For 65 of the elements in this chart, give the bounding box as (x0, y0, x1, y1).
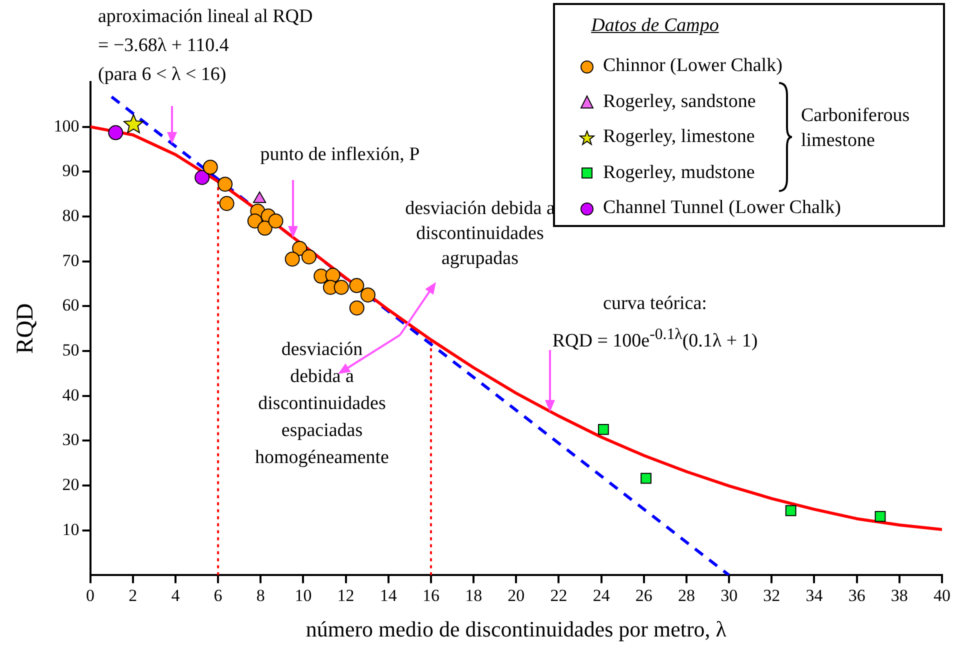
x-tick-label: 28 (678, 586, 695, 605)
point (360, 287, 376, 302)
x-tick-label: 34 (806, 586, 824, 605)
point (325, 268, 340, 283)
y-tick-label: 100 (54, 116, 80, 136)
x-tick-label: 30 (720, 586, 738, 605)
x-axis-title: número medio de discontinuidades por metro, λ (306, 616, 727, 642)
legend-label: Rogerley, sandstone (602, 90, 756, 112)
legend-label: Rogerley, limestone (602, 126, 755, 148)
x-tick-label: 32 (763, 586, 780, 605)
y-tick-label: 50 (62, 340, 80, 360)
annotation: curva teórica: RQD = 100e$^{-0.1λ}$(0.1λ + 1) (552, 292, 758, 354)
x-tick-label: 38 (890, 586, 908, 605)
y-tick-label: 70 (62, 250, 80, 270)
point (284, 252, 300, 267)
y-tick-label: 20 (62, 474, 80, 494)
x-tick-label: 4 (171, 586, 180, 605)
x-tick-label: 16 (422, 586, 440, 605)
point (218, 176, 233, 192)
annotation: punto de inflexión, P (260, 143, 420, 167)
x-tick-label: 2 (128, 586, 138, 605)
point (194, 170, 210, 185)
point (874, 511, 886, 522)
x-tick-label: 22 (550, 586, 568, 605)
point (268, 213, 284, 228)
point (108, 125, 124, 140)
y-tick-label: 10 (62, 520, 80, 539)
y-tick-label: 80 (62, 206, 80, 225)
x-tick-label: 26 (635, 586, 652, 605)
legend-label: Rogerley, mudstone (602, 162, 755, 184)
y-tick-label: 90 (62, 161, 80, 180)
point (334, 280, 349, 295)
point (219, 196, 234, 212)
y-tick-label: 30 (62, 430, 80, 450)
y-tick-label: 40 (62, 385, 80, 404)
point (349, 278, 364, 294)
point (598, 424, 609, 435)
legend-label: Channel Tunnel (Lower Chalk) (602, 197, 842, 219)
point (640, 472, 652, 484)
x-tick-label: 36 (848, 586, 866, 605)
x-tick-label: 18 (465, 586, 482, 605)
x-tick-label: 20 (508, 586, 525, 605)
point (301, 249, 316, 264)
x-tick-label: 6 (214, 586, 222, 605)
point (247, 213, 262, 228)
x-tick-label: 0 (86, 586, 95, 605)
annotation: Carboniferous limestone (801, 104, 910, 153)
point (124, 114, 144, 134)
point (253, 192, 266, 204)
x-tick-label: 8 (256, 586, 265, 605)
annotation: desviación debida a discontinuidades espaciadas homogéneamente (254, 338, 390, 470)
legend-title: Datos de Campo (590, 15, 720, 37)
x-tick-label: 12 (337, 586, 354, 605)
y-axis-title: RQD (12, 303, 39, 354)
y-tick-label: 60 (62, 296, 80, 315)
point (785, 505, 796, 516)
legend-label: Chinnor (Lower Chalk) (602, 55, 782, 77)
x-tick-label: 10 (294, 586, 312, 605)
point (202, 160, 218, 175)
point (349, 300, 364, 316)
x-tick-label: 14 (380, 586, 398, 605)
annotation: aproximación lineal al RQD = −3.68λ + 110.4 (para 6 < λ < 16) (98, 5, 313, 87)
point (257, 220, 272, 236)
x-tick-label: 40 (934, 586, 950, 605)
x-tick-label: 24 (592, 586, 610, 605)
